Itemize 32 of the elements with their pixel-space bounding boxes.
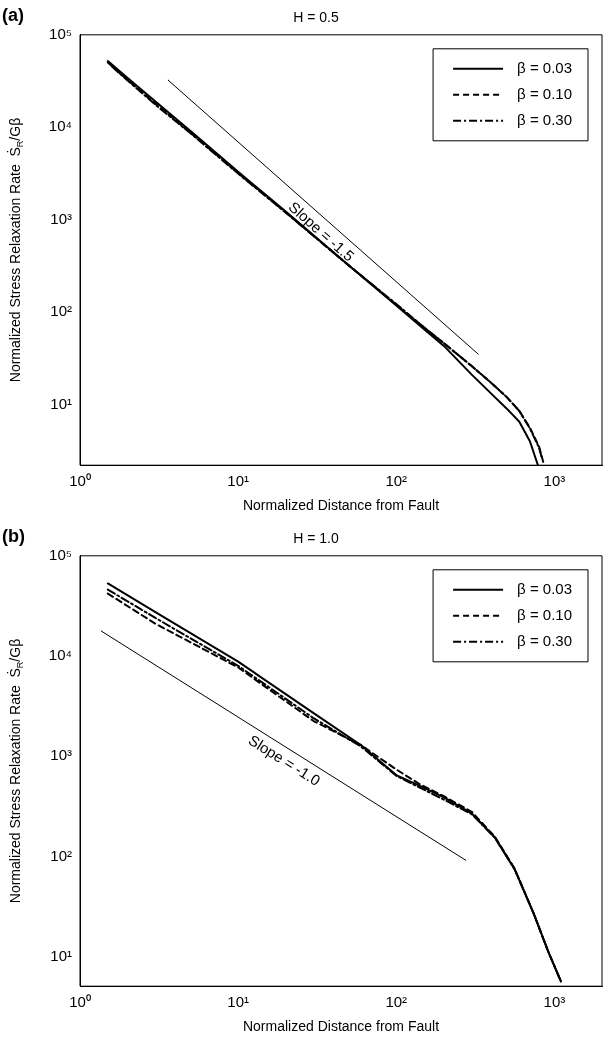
y-tick-label: 10³: [50, 209, 72, 227]
x-tick-label: 10²: [385, 993, 408, 1011]
legend-label: β = 0.03: [517, 579, 572, 597]
chart-title: H = 1.0: [293, 530, 339, 547]
y-axis-title: Normalized Stress Relaxation Rate ṠR/Gβ: [5, 638, 25, 904]
text: (b): [2, 525, 25, 546]
legend-label: β = 0.30: [517, 631, 572, 649]
x-axis-title: Normalized Distance from Fault: [242, 497, 440, 514]
x-tick-label: 10¹: [227, 472, 249, 490]
legend-label: β = 0.10: [517, 605, 572, 623]
y-tick-label: 10²: [50, 302, 72, 320]
y-tick-label: 10²: [50, 846, 72, 864]
y-tick-label: 10⁵: [49, 545, 72, 563]
y-tick-label: 10⁵: [49, 24, 72, 42]
y-tick-label: 10¹: [50, 947, 72, 965]
y-axis-title: Normalized Stress Relaxation Rate ṠR/Gβ: [5, 117, 25, 383]
y-tick-label: 10⁴: [48, 117, 72, 135]
x-tick-label: 10¹: [227, 993, 249, 1011]
x-tick-label: 10⁰: [69, 993, 91, 1011]
y-tick-label: 10¹: [50, 394, 72, 412]
x-tick-label: 10⁰: [69, 472, 91, 490]
chart-title: H = 0.5: [293, 9, 339, 26]
legend-label: β = 0.30: [517, 110, 572, 128]
legend-label: β = 0.03: [517, 58, 572, 76]
text: (a): [2, 4, 24, 25]
x-tick-label: 10³: [543, 472, 566, 490]
x-tick-label: 10³: [543, 993, 566, 1011]
x-tick-label: 10²: [385, 472, 408, 490]
y-tick-label: 10⁴: [48, 646, 72, 664]
legend-label: β = 0.10: [517, 84, 572, 102]
x-axis-title: Normalized Distance from Fault: [242, 1018, 440, 1035]
y-tick-label: 10³: [50, 746, 72, 764]
